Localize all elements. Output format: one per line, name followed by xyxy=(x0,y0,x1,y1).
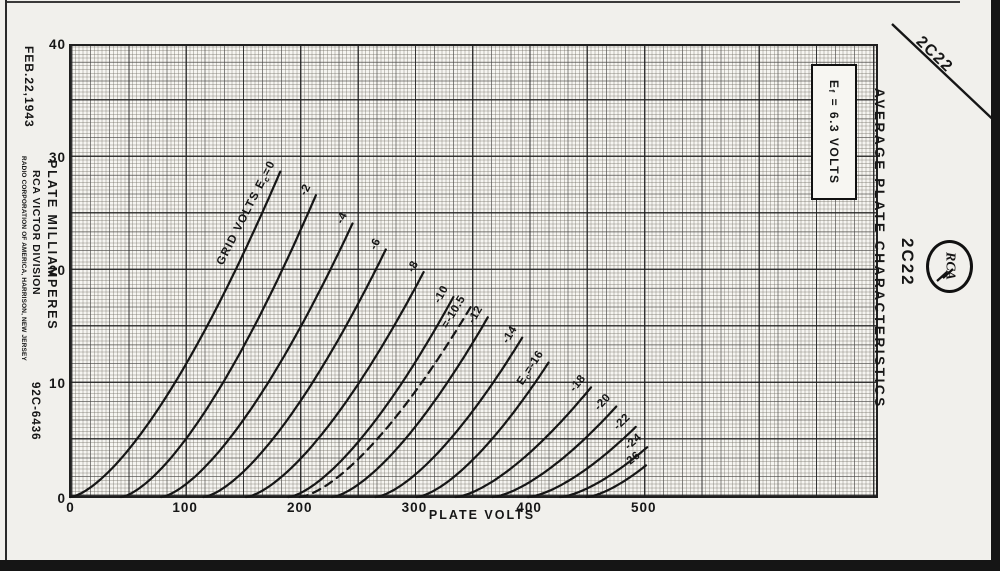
company-label: RADIO CORPORATION OF AMERICA, HARRISON, … xyxy=(20,156,27,361)
scan-edge-bottom xyxy=(0,560,1000,571)
y-tick-label-30: 30 xyxy=(48,150,66,165)
curve-ec-22 xyxy=(526,425,637,499)
corner-cut-line xyxy=(891,23,1000,128)
date-label: FEB.22,1943 xyxy=(22,46,36,128)
curve-label-ec-22: -22 xyxy=(611,411,632,432)
curve-ec-26 xyxy=(585,464,648,499)
x-tick-label-200: 200 xyxy=(287,500,313,515)
curve-ec-12 xyxy=(330,316,489,499)
y-tick-label-20: 20 xyxy=(48,263,66,278)
curve-ec-16 xyxy=(415,361,550,499)
curve-label-ec-16: Ec=-16 xyxy=(515,349,547,389)
curve-label-ec-12: -12 xyxy=(466,304,485,326)
filament-condition-label: Ef = 6.3 VOLTS xyxy=(826,79,842,185)
y-tick-label-40: 40 xyxy=(48,37,66,52)
y-axis-title: PLATE MILLIAMPERES xyxy=(45,160,59,331)
curve-label-ec0: GRID VOLTS Ec=0 xyxy=(215,159,280,268)
curve-ec-2 xyxy=(119,194,317,499)
y-tick-label-10: 10 xyxy=(48,376,66,391)
x-tick-label-0: 0 xyxy=(66,500,75,515)
curve-ec-18 xyxy=(454,386,593,499)
curve-label-ec-4: -4 xyxy=(334,210,350,226)
tube-type-label: 2C22 xyxy=(898,238,917,287)
y-tick-label-0: 0 xyxy=(57,491,66,506)
curve-ec0 xyxy=(69,170,282,499)
graph-paper-grid xyxy=(69,44,878,498)
curve-label-ec-14: -14 xyxy=(500,324,520,346)
curve-label-ec-6: -6 xyxy=(368,236,384,251)
x-tick-label-300: 300 xyxy=(401,500,428,515)
lightning-bolt-icon xyxy=(936,268,954,282)
division-label: RCA VICTOR DIVISION xyxy=(30,170,42,296)
curve-ec-6 xyxy=(202,248,387,499)
curve-label-ec-20: -20 xyxy=(592,392,613,413)
x-tick-label-100: 100 xyxy=(172,500,198,515)
curve-label-ec-24: -24 xyxy=(623,431,645,452)
chart-title: AVERAGE PLATE CHARACTERISTICS xyxy=(872,88,887,409)
rca-logo: RCA xyxy=(926,240,973,293)
filament-condition-box: Ef = 6.3 VOLTS xyxy=(811,64,857,200)
curve-ec-24 xyxy=(558,446,649,499)
curve-label-ec-2: -2 xyxy=(298,182,314,197)
curve-ec-8 xyxy=(244,271,425,499)
curve-label-ec-10: -10 xyxy=(432,284,451,306)
curve-label-ec-18: -18 xyxy=(568,373,589,395)
drawing-number-label: 92C-6436 xyxy=(29,382,41,441)
x-tick-label-500: 500 xyxy=(630,500,657,515)
curve-label-ec-8: -8 xyxy=(405,259,421,275)
x-tick-label-400: 400 xyxy=(516,500,542,515)
x-axis-title: PLATE VOLTS xyxy=(428,508,536,522)
curve-ec-10 xyxy=(287,295,455,499)
curve-ec-4 xyxy=(160,222,354,499)
curve-ec-10.5 xyxy=(298,306,472,499)
scan-edge-left xyxy=(5,0,7,571)
curve-ec-20 xyxy=(491,405,618,499)
scan-edge-right xyxy=(991,0,1000,571)
scan-edge-top xyxy=(5,1,960,3)
curve-ec-14 xyxy=(374,336,524,499)
